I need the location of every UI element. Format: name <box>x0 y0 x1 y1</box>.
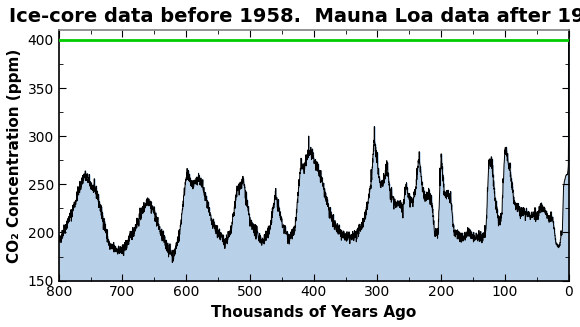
Y-axis label: CO₂ Concentration (ppm): CO₂ Concentration (ppm) <box>7 48 22 263</box>
X-axis label: Thousands of Years Ago: Thousands of Years Ago <box>211 305 416 320</box>
Title: Ice-core data before 1958.  Mauna Loa data after 1958.: Ice-core data before 1958. Mauna Loa dat… <box>9 7 580 26</box>
